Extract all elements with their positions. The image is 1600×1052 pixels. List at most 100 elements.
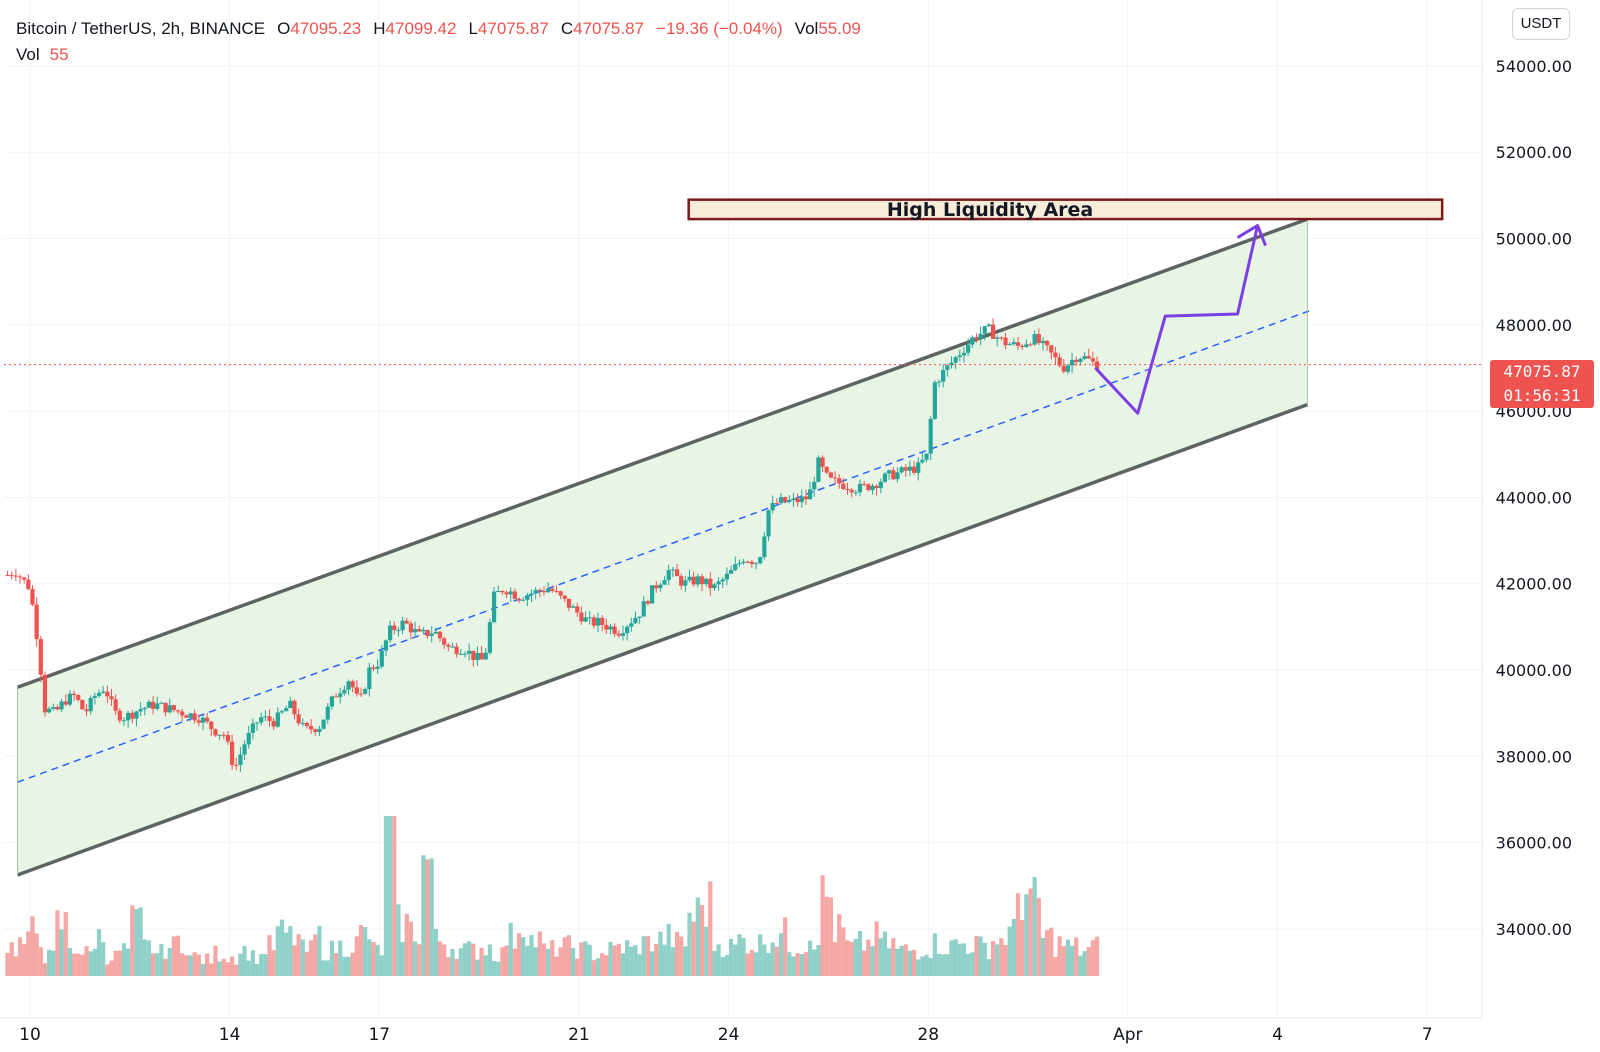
volume-bar xyxy=(558,947,563,976)
volume-bar xyxy=(446,957,451,976)
candle-body xyxy=(591,617,596,626)
candle-body xyxy=(109,696,114,700)
volume-bar xyxy=(163,958,168,976)
candle-body xyxy=(974,337,979,340)
volume-bar xyxy=(309,940,314,976)
candle-body xyxy=(575,606,580,613)
candle-body xyxy=(862,483,867,485)
candle-body xyxy=(379,650,384,667)
volume-bar xyxy=(575,958,580,976)
volume-bar xyxy=(59,929,64,976)
candle-body xyxy=(907,466,913,471)
volume-bar xyxy=(1020,920,1025,976)
time-tick-label: 28 xyxy=(917,1025,939,1045)
volume-bar xyxy=(304,951,310,976)
currency-button[interactable]: USDT xyxy=(1512,8,1570,40)
volume-bar xyxy=(217,961,222,976)
candle-body xyxy=(887,470,892,474)
candle-body xyxy=(350,681,355,688)
volume-bar xyxy=(138,907,143,976)
candle-body xyxy=(325,706,330,720)
volume-bar xyxy=(699,904,705,976)
candle-body xyxy=(130,712,135,719)
time-tick-label: 24 xyxy=(718,1025,740,1045)
volume-bar xyxy=(737,934,742,976)
volume-bar xyxy=(471,943,476,976)
volume-bar xyxy=(392,816,397,976)
volume-bar xyxy=(487,944,493,976)
volume-bar xyxy=(180,953,185,976)
volume-bar xyxy=(812,949,817,976)
volume-bar xyxy=(13,956,18,976)
volume-bar xyxy=(758,934,763,976)
volume-bar xyxy=(142,939,147,976)
candle-body xyxy=(1011,342,1016,345)
candle-body xyxy=(620,633,626,636)
volume-bar xyxy=(799,954,804,976)
volume-bar xyxy=(645,936,651,976)
candle-body xyxy=(150,701,156,709)
candle-body xyxy=(354,687,359,694)
candle-body xyxy=(42,674,48,713)
candle-body xyxy=(712,584,717,589)
volume-bar xyxy=(346,956,351,976)
volume-bar xyxy=(649,951,655,976)
volume-bar xyxy=(17,937,23,976)
candle-body xyxy=(246,732,251,745)
symbol-title[interactable]: Bitcoin / TetherUS, 2h, BINANCE xyxy=(16,19,266,38)
volume-bar xyxy=(974,935,979,976)
candle-body xyxy=(317,728,322,732)
candle-body xyxy=(916,462,921,473)
volume-indicator-value: 55 xyxy=(49,45,69,64)
volume-bar xyxy=(321,960,326,976)
candle-body xyxy=(911,466,917,473)
candle-body xyxy=(936,381,942,383)
candle-body xyxy=(284,708,289,712)
volume-bar xyxy=(1069,945,1075,976)
volume-bar xyxy=(849,941,854,976)
candle-body xyxy=(155,703,160,709)
volume-bar xyxy=(84,946,89,976)
candle-body xyxy=(229,741,235,765)
candle-body xyxy=(795,498,800,503)
volume-bar xyxy=(1065,939,1071,976)
volume-bar xyxy=(550,940,555,976)
volume-bar xyxy=(313,934,318,976)
candle-body xyxy=(175,710,181,712)
volume-bar xyxy=(221,958,226,976)
candle-body xyxy=(899,467,904,473)
low-value: 47075.87 xyxy=(477,19,549,38)
price-tick-label: 52000.00 xyxy=(1496,143,1572,162)
candle-body xyxy=(787,500,792,502)
candle-body xyxy=(928,418,933,454)
candle-body xyxy=(171,705,176,711)
candle-body xyxy=(566,598,572,608)
volume-bar xyxy=(720,957,725,976)
candle-body xyxy=(47,708,52,713)
candle-body xyxy=(221,734,226,736)
volume-bar xyxy=(982,942,987,976)
candle-body xyxy=(504,592,509,595)
volume-bar xyxy=(496,961,501,976)
candle-body xyxy=(820,457,825,467)
candle-body xyxy=(990,324,996,339)
volume-bar xyxy=(246,960,251,976)
high-value: 47099.42 xyxy=(385,19,457,38)
volume-indicator-label[interactable]: Vol xyxy=(16,45,40,64)
volume-bar xyxy=(1011,918,1016,976)
volume-bar xyxy=(845,940,850,976)
candle-body xyxy=(704,578,709,585)
time-tick-label: 7 xyxy=(1422,1025,1433,1045)
volume-bar xyxy=(171,936,176,976)
volume-bar xyxy=(866,939,871,976)
volume-bar xyxy=(1086,947,1091,976)
candle-body xyxy=(304,722,310,726)
candle-body xyxy=(891,470,896,480)
candle-body xyxy=(59,701,64,710)
volume-bar xyxy=(1032,876,1037,976)
volume-bar xyxy=(662,944,667,976)
volume-bar xyxy=(887,948,892,976)
projection-arrow-head xyxy=(1236,224,1267,247)
candle-body xyxy=(658,584,663,589)
